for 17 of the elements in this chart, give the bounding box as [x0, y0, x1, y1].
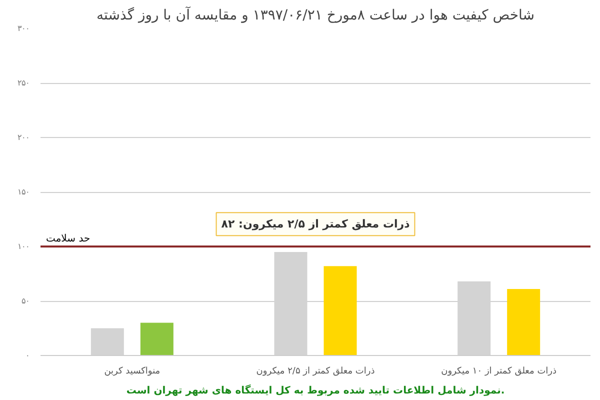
text: نمودار شامل اطلاعات تایید شده مربوط به کل ایستگاه های شهر تهران است.: [126, 384, 505, 396]
annotation: ذرات معلق کمتر از ۲/۵ میکرون: ۸۲: [221, 218, 410, 231]
y-tick-label: ۳۰۰: [18, 24, 30, 33]
y-tick-label: ۱۵۰: [18, 188, 30, 196]
bar: [140, 322, 174, 356]
y-tick-label: ۵۰: [22, 296, 30, 306]
y-tick-label: ۲۰۰: [18, 133, 30, 142]
ref-line-label: حد سلامت: [46, 234, 90, 244]
x-tick-label: منواکسید کربن: [104, 366, 160, 376]
y-tick-label: ۰: [26, 351, 30, 360]
bar: [507, 289, 540, 356]
y-tick-label: ۱۰۰: [18, 242, 30, 251]
chart-title: شاخص کیفیت هوا در ساعت ۸مورخ ۱۳۹۷/۰۶/۲۱ و مقایسه آن با روز گذشته: [96, 6, 535, 24]
y-tick-label: ۲۵۰: [18, 78, 30, 88]
x-tick-label: ذرات معلق کمتر از ۱۰ میکرون: [441, 366, 557, 376]
x-tick-label: ذرات معلق کمتر از ۲/۵ میکرون: [256, 366, 375, 376]
bar: [324, 266, 357, 356]
